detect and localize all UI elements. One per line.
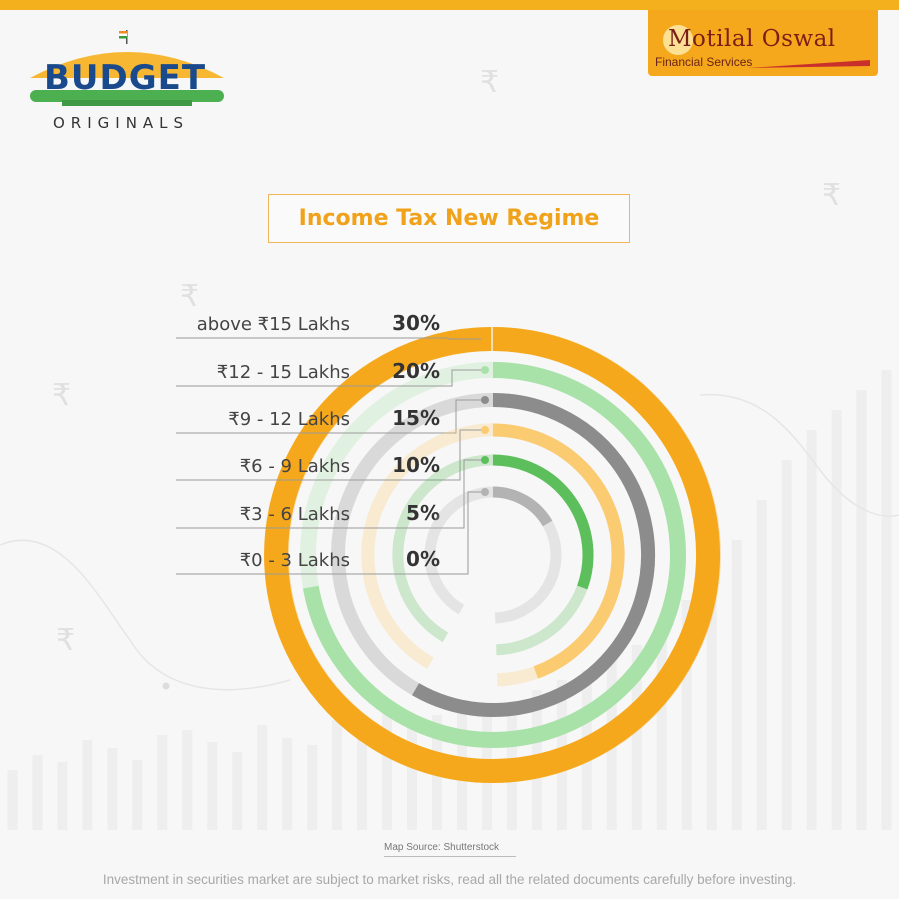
- leader-line: [176, 337, 485, 340]
- rupee-watermark: ₹: [480, 65, 499, 100]
- category-label: ₹3 - 6 Lakhs: [240, 504, 350, 525]
- logo-originals-text: ORIGINALS: [53, 114, 190, 132]
- disclaimer: Investment in securities market are subj…: [102, 872, 797, 887]
- map-source-underline: [384, 856, 516, 857]
- ring-marker-dot: [481, 396, 489, 404]
- rupee-watermark: ₹: [56, 623, 75, 658]
- leader-line: [176, 399, 485, 434]
- map-source: Map Source: Shutterstock: [384, 842, 500, 853]
- ring-value-arc: [302, 362, 686, 748]
- leader-line: [176, 369, 485, 387]
- value-label: 30%: [392, 311, 440, 335]
- category-label: ₹6 - 9 Lakhs: [240, 456, 350, 477]
- brand-logo: Motilal Oswal Financial Services: [648, 10, 878, 76]
- rupee-watermark: ₹: [52, 378, 71, 413]
- value-label: 5%: [406, 501, 440, 525]
- ring-value-arc: [412, 393, 655, 717]
- brand-name: Motilal Oswal: [668, 26, 836, 52]
- rupee-watermark: ₹: [822, 178, 841, 213]
- parliament-icon: [30, 30, 224, 106]
- ring-marker-dot: [481, 366, 489, 374]
- budget-originals-logo: BUDGET ORIGINALS: [22, 28, 232, 140]
- ring-value-arc: [492, 423, 625, 679]
- leader-line: [176, 429, 485, 481]
- value-label: 10%: [392, 453, 440, 477]
- leader-line: [176, 459, 485, 529]
- value-label: 15%: [392, 406, 440, 430]
- chart-title-box: Income Tax New Regime: [268, 194, 630, 243]
- brand-swoosh-icon: [663, 25, 870, 68]
- value-label: 20%: [392, 359, 440, 383]
- ring-marker-dot: [481, 456, 489, 464]
- ring-value-arc: [492, 486, 553, 527]
- ring-value-arc: [264, 327, 721, 783]
- category-label: ₹12 - 15 Lakhs: [217, 362, 350, 383]
- ring-marker-dot: [481, 335, 489, 343]
- rupee-watermark: ₹: [180, 279, 199, 314]
- logo-budget-text: BUDGET: [44, 58, 207, 98]
- ring-value-arc: [492, 454, 594, 590]
- value-label: 0%: [406, 547, 440, 571]
- leader-line: [176, 491, 485, 575]
- ring-marker-dot: [481, 426, 489, 434]
- brand-subtitle: Financial Services: [655, 55, 753, 69]
- chart-title: Income Tax New Regime: [298, 206, 600, 231]
- category-label: ₹9 - 12 Lakhs: [228, 409, 350, 430]
- ring-marker-dot: [481, 488, 489, 496]
- category-label: above ₹15 Lakhs: [197, 314, 350, 335]
- top-accent-bar: [0, 0, 899, 10]
- category-label: ₹0 - 3 Lakhs: [240, 550, 350, 571]
